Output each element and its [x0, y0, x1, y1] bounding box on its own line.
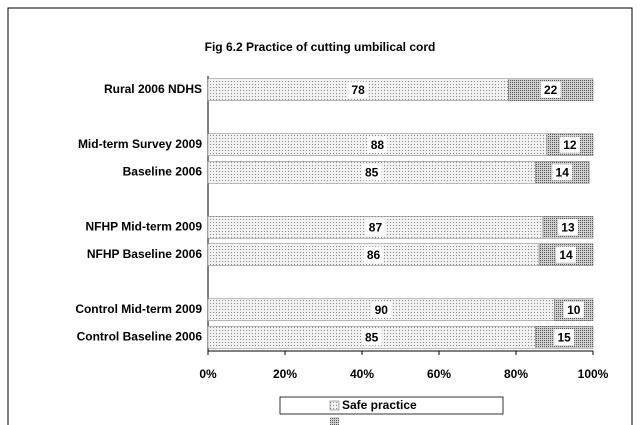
data-label-bg [540, 81, 561, 98]
y-tick-label: Control Mid-term 2009 [75, 302, 202, 316]
data-label-bg [348, 81, 369, 98]
x-tick-label: 80% [504, 367, 528, 381]
data-label: 78 [351, 83, 365, 97]
data-label: 15 [557, 330, 571, 344]
data-label: 12 [563, 138, 577, 152]
data-label-bg [554, 329, 575, 346]
y-tick-label: Mid-term Survey 2009 [78, 137, 202, 151]
data-label-bg [363, 246, 384, 263]
legend-swatch [329, 400, 340, 411]
x-tick-label: 20% [273, 367, 297, 381]
data-label-bg [559, 136, 580, 153]
y-tick-label: Baseline 2006 [123, 164, 203, 178]
data-label-bg [371, 301, 392, 318]
data-label: 86 [367, 248, 381, 262]
data-label: 14 [556, 165, 570, 179]
legend-swatch-cut [330, 417, 339, 425]
data-label: 85 [365, 165, 379, 179]
data-label-bg [367, 136, 388, 153]
x-tick-label: 0% [199, 367, 217, 381]
x-tick-label: 40% [350, 367, 374, 381]
data-label-bg [361, 164, 382, 181]
y-tick-label: NFHP Baseline 2006 [87, 247, 202, 261]
data-label: 13 [561, 220, 575, 234]
data-label-bg [552, 164, 573, 181]
chart-title: Fig 6.2 Practice of cutting umbilical co… [205, 40, 436, 54]
data-label: 88 [371, 138, 385, 152]
data-label: 87 [369, 220, 383, 234]
y-tick-label: NFHP Mid-term 2009 [86, 219, 203, 233]
data-label-bg [557, 219, 578, 236]
data-label-bg [563, 301, 584, 318]
data-label-bg [556, 246, 577, 263]
data-label: 14 [559, 248, 573, 262]
data-label: 22 [544, 83, 558, 97]
data-label: 85 [365, 330, 379, 344]
data-label: 10 [567, 303, 581, 317]
data-label-bg [361, 329, 382, 346]
legend-label: Safe practice [342, 398, 417, 412]
y-tick-label: Control Baseline 2006 [77, 329, 203, 343]
y-tick-label: Rural 2006 NDHS [104, 82, 202, 96]
data-label-bg [365, 219, 386, 236]
data-label: 90 [375, 303, 389, 317]
x-tick-label: 60% [427, 367, 451, 381]
x-tick-label: 100% [578, 367, 609, 381]
